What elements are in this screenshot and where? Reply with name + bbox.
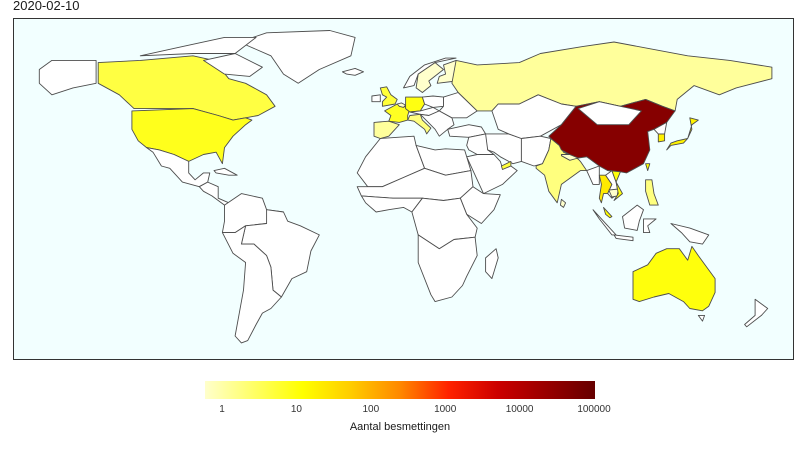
country-balkans <box>419 110 455 137</box>
country-mexico <box>146 147 211 188</box>
country-sumatra <box>592 209 617 236</box>
country-south-america-s <box>221 225 282 344</box>
country-new-guinea <box>670 223 710 245</box>
country-alaska <box>38 59 97 96</box>
country-ireland <box>371 94 381 103</box>
country-myanmar <box>586 165 600 185</box>
legend-tick-label: 1000 <box>434 404 457 415</box>
country-iceland <box>341 67 364 76</box>
country-united-kingdom <box>379 86 398 107</box>
country-southern-africa <box>417 234 478 303</box>
legend-title: Aantal besmettingen <box>349 421 451 433</box>
country-belgium <box>396 102 407 108</box>
legend-tick-label: 10 <box>290 404 302 415</box>
country-iran <box>485 133 522 165</box>
country-japan <box>666 117 699 151</box>
country-italy <box>407 113 432 135</box>
country-russia <box>451 41 773 112</box>
map-date-title: 2020-02-10 <box>13 0 80 13</box>
country-baffin-island <box>203 53 263 77</box>
country-malaysia <box>603 206 613 219</box>
country-sri-lanka <box>559 198 567 208</box>
country-new-zealand <box>744 298 769 328</box>
country-sweden <box>415 62 444 93</box>
country-canadian-arctic <box>139 36 257 57</box>
country-tasmania <box>697 314 706 322</box>
country-canada <box>97 55 276 121</box>
country-borneo <box>622 204 644 231</box>
legend-tick-label: 100000 <box>577 404 611 415</box>
country-nepal <box>560 154 579 161</box>
country-west-africa <box>360 195 423 213</box>
country-australia <box>632 245 716 312</box>
country-madagascar <box>485 248 499 280</box>
legend-color-bar <box>205 381 595 399</box>
country-norway <box>403 57 457 89</box>
country-philippines <box>645 179 659 206</box>
country-germany <box>405 96 426 113</box>
legend-tick-label: 100 <box>362 404 380 415</box>
country-central-america <box>198 181 230 206</box>
world-map <box>38 30 773 344</box>
country-sulawesi <box>643 218 657 234</box>
legend-tick-label: 1 <box>219 404 225 415</box>
legend-ticks: 1 10 100 1000 10000 100000 <box>205 404 610 418</box>
country-vietnam <box>607 170 623 201</box>
country-mongolia <box>577 101 642 126</box>
country-greenland <box>238 30 356 84</box>
country-united-arab-emirates <box>500 160 512 170</box>
country-taiwan <box>645 163 651 172</box>
country-cuba <box>213 167 238 176</box>
country-south-korea <box>657 133 666 143</box>
country-spain <box>373 120 400 139</box>
world-map-panel <box>13 18 794 360</box>
country-java <box>613 234 634 242</box>
country-north-korea <box>653 121 668 135</box>
country-poland <box>421 95 444 108</box>
legend-tick-label: 10000 <box>505 404 534 415</box>
